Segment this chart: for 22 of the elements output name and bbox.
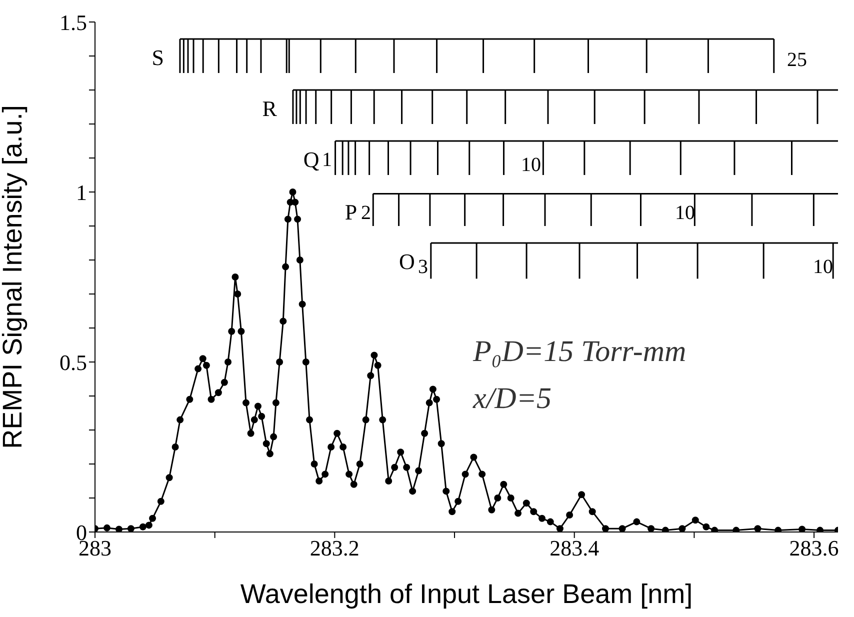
series-label: R — [262, 96, 278, 121]
x-tick-label: 283.2 — [310, 536, 360, 561]
series-label: S — [152, 45, 164, 70]
y-tick-label: 1 — [76, 180, 87, 205]
x-axis-title: Wavelength of Input Laser Beam [nm] — [240, 579, 693, 609]
annotation: 10 — [813, 256, 833, 278]
x-tick-label: 283.6 — [789, 536, 839, 561]
y-axis-title: REMPI Signal Intensity [a.u.] — [0, 105, 28, 449]
series-label: O — [399, 249, 415, 274]
series-label: P — [344, 200, 358, 225]
annotation: 10 — [521, 154, 541, 176]
series-label: Q — [303, 147, 320, 172]
y-tick-label: 0.5 — [60, 350, 87, 375]
annotation: x/D=5 — [473, 382, 552, 415]
annotation: 1 — [322, 149, 332, 171]
y-tick-label: 1.5 — [60, 10, 87, 35]
annotation: 10 — [675, 202, 695, 224]
annotation: 3 — [418, 256, 428, 278]
annotation: 25 — [787, 49, 807, 71]
annotation: P₀D=15 Torr-mm — [473, 335, 686, 368]
annotation: 2 — [361, 202, 371, 224]
x-tick-label: 283.4 — [550, 536, 600, 561]
